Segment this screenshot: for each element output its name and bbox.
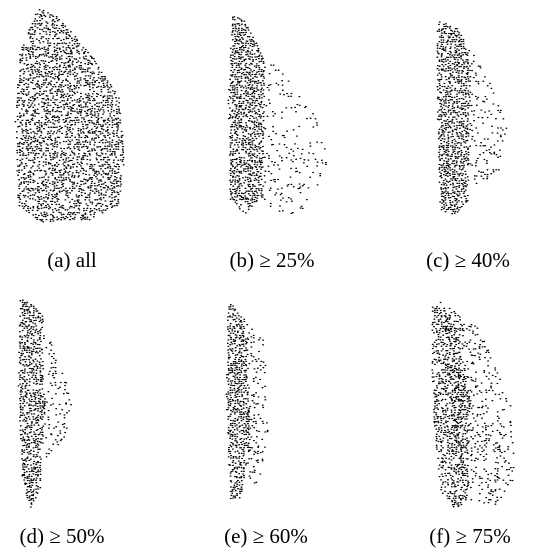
point-cloud (467, 51, 507, 184)
caption: (d) ≥ 50% (19, 524, 104, 548)
caption: (b) ≥ 25% (229, 248, 314, 272)
point-cloud (247, 325, 268, 483)
point-cloud (226, 305, 249, 499)
caption: (a) all (47, 248, 97, 272)
page: (a) all (b) ≥ 25% (c) ≥ 40% (d) ≥ 50% (e… (0, 0, 542, 551)
point-cloud (15, 10, 124, 222)
point-cloud (262, 59, 326, 214)
point-cloud (42, 316, 72, 457)
point-cloud (437, 22, 470, 214)
point-cloud (440, 303, 514, 505)
figure: (a) all (b) ≥ 25% (c) ≥ 40% (d) ≥ 50% (e… (0, 0, 542, 551)
caption: (e) ≥ 60% (224, 524, 308, 548)
caption: (f) ≥ 75% (429, 524, 511, 548)
point-cloud (18, 300, 45, 507)
caption: (c) ≥ 40% (426, 248, 510, 272)
point-cloud (228, 17, 265, 213)
